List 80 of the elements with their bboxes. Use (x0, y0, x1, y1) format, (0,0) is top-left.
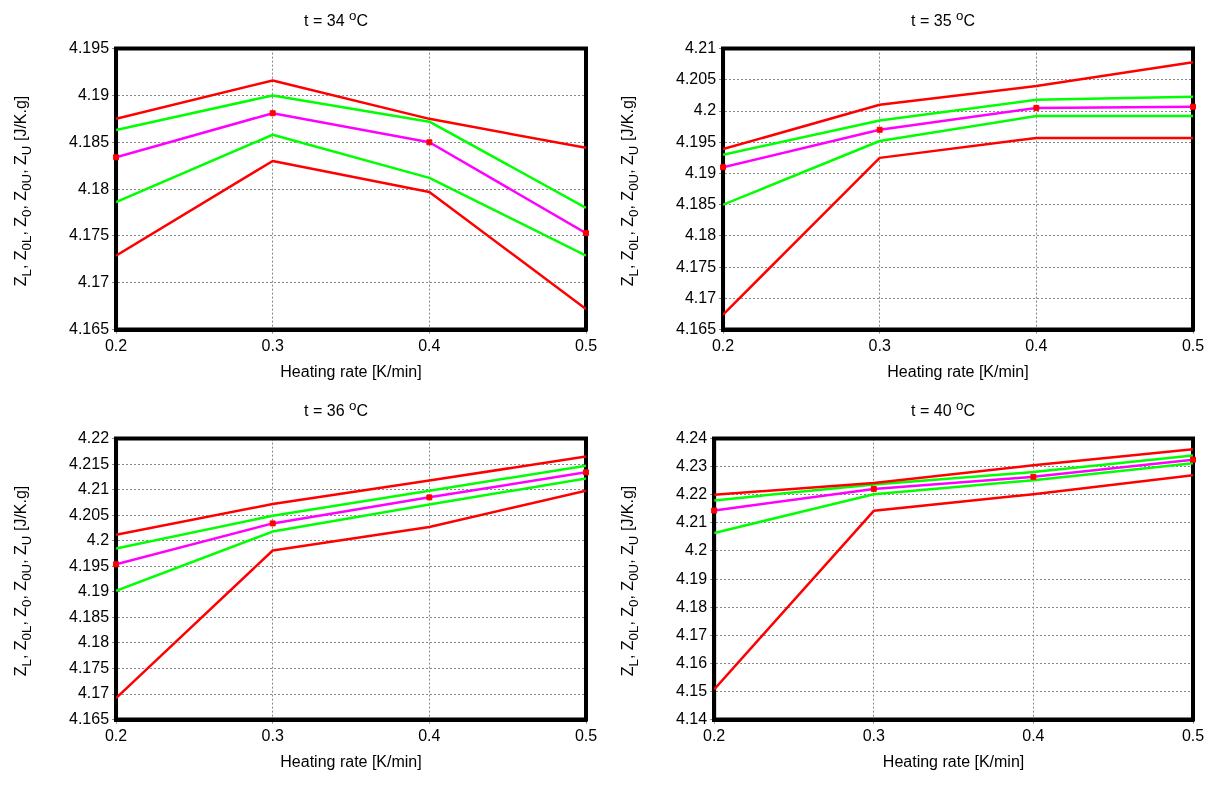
point (711, 507, 718, 514)
y-tick-label: 4.2 (684, 541, 708, 559)
x-tick-label: 0.4 (1025, 336, 1048, 354)
point (1190, 456, 1196, 463)
x-axis-title: Heating rate [K/min] (280, 362, 422, 380)
y-tick-label: 4.17 (77, 273, 110, 291)
chart-title: t = 36 $^{o}$C (303, 398, 369, 421)
y-tick-label: 4.185 (675, 195, 717, 213)
y-tick-label: 4.195 (675, 132, 717, 150)
y-tick-label: 4.19 (676, 569, 708, 587)
y-tick-label: 4.175 (675, 257, 717, 275)
y-tick-label: 4.18 (676, 597, 708, 615)
y-tick-label: 4.21 (676, 513, 708, 531)
point (113, 561, 120, 568)
y-tick-label: 4.16 (676, 653, 708, 671)
x-axis-title: Heating rate [K/min] (882, 752, 1025, 770)
y-tick-label: 4.2 (86, 531, 110, 549)
x-tick-label: 0.5 (1181, 726, 1205, 744)
y-tick-label: 4.205 (675, 70, 717, 88)
x-tick-label: 0.2 (104, 726, 128, 744)
y-tick-label: 4.185 (68, 607, 110, 625)
x-tick-label: 0.3 (868, 336, 891, 354)
y-tick-label: 4.165 (675, 320, 717, 338)
chart-title: t = 34 $^{o}$C (303, 8, 369, 31)
y-tick-label: 4.19 (77, 582, 110, 600)
point (870, 485, 877, 492)
point (1033, 104, 1040, 111)
point (1190, 103, 1196, 110)
y-tick-label: 4.17 (684, 288, 717, 306)
y-tick-label: 4.17 (77, 684, 110, 702)
y-tick-label: 4.15 (676, 681, 708, 699)
point (426, 494, 433, 501)
point (583, 469, 589, 476)
y-tick-label: 4.205 (68, 505, 110, 523)
point (269, 520, 276, 527)
x-axis-title: Heating rate [K/min] (887, 362, 1029, 380)
point (876, 126, 883, 133)
y-tick-label: 4.19 (684, 163, 717, 181)
x-tick-label: 0.3 (261, 726, 284, 744)
x-tick-label: 0.2 (711, 336, 735, 354)
point (113, 154, 120, 161)
y-tick-label: 4.18 (77, 633, 110, 651)
y-tick-label: 4.21 (684, 39, 717, 57)
x-tick-label: 0.2 (703, 726, 726, 744)
y-tick-label: 4.195 (68, 39, 110, 57)
y-tick-label: 4.22 (676, 485, 708, 503)
y-tick-label: 4.24 (676, 429, 708, 447)
x-tick-label: 0.3 (862, 726, 885, 744)
x-axis-title: Heating rate [K/min] (280, 752, 422, 770)
y-tick-label: 4.22 (77, 429, 110, 447)
x-tick-label: 0.2 (104, 336, 128, 354)
y-tick-label: 4.19 (77, 85, 110, 103)
y-tick-label: 4.195 (68, 556, 110, 574)
x-tick-label: 0.4 (1022, 726, 1045, 744)
x-tick-label: 0.5 (574, 336, 598, 354)
y-tick-label: 4.18 (684, 226, 717, 244)
point (583, 230, 589, 237)
point (426, 139, 433, 146)
y-tick-label: 4.2 (693, 101, 717, 119)
y-tick-label: 4.21 (77, 480, 110, 498)
y-tick-label: 4.17 (676, 625, 708, 643)
y-tick-label: 4.215 (68, 454, 110, 472)
y-tick-label: 4.185 (68, 132, 110, 150)
chart-title: t = 40 $^{o}$C (910, 398, 976, 421)
x-tick-label: 0.3 (261, 336, 284, 354)
y-tick-label: 4.18 (77, 179, 110, 197)
y-tick-label: 4.23 (676, 457, 708, 475)
x-tick-label: 0.5 (1181, 336, 1205, 354)
y-tick-label: 4.14 (676, 710, 708, 728)
x-tick-label: 0.4 (418, 336, 441, 354)
chart-title: t = 35 $^{o}$C (910, 8, 976, 31)
y-tick-label: 4.175 (68, 658, 110, 676)
point (1030, 473, 1037, 480)
x-tick-label: 0.4 (418, 726, 441, 744)
y-tick-label: 4.175 (68, 226, 110, 244)
point (269, 110, 276, 117)
x-tick-label: 0.5 (574, 726, 598, 744)
point (720, 164, 727, 171)
y-tick-label: 4.165 (68, 320, 110, 338)
y-tick-label: 4.165 (68, 710, 110, 728)
